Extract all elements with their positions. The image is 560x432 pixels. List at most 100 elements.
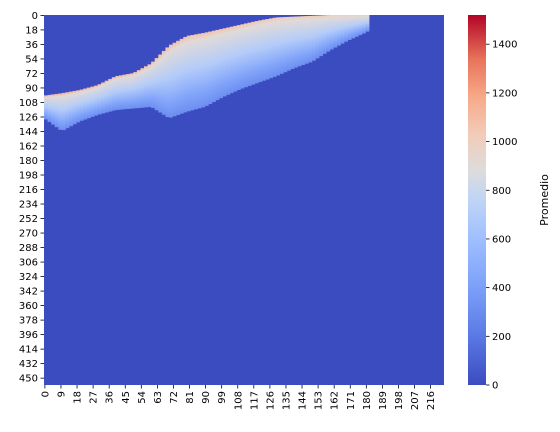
heatmap-column	[44, 95, 48, 120]
y-tick-label: 36	[25, 40, 38, 51]
y-tick-label: 342	[19, 287, 38, 298]
heatmap-column	[169, 44, 173, 118]
y-tick-label: 54	[25, 54, 38, 65]
heatmap-column	[119, 75, 123, 110]
heatmap-column	[94, 85, 98, 116]
heatmap-column	[183, 36, 188, 113]
heatmap-column	[158, 54, 163, 113]
heatmap-column	[240, 24, 245, 89]
heatmap-column	[115, 75, 120, 110]
y-tick-label: 450	[19, 374, 38, 385]
heatmap-column	[340, 15, 345, 44]
heatmap-column	[97, 84, 102, 115]
heatmap-column	[254, 21, 259, 84]
heatmap-column	[129, 73, 134, 109]
heatmap-column	[347, 15, 352, 40]
heatmap-column	[147, 64, 152, 108]
heatmap-column	[144, 66, 148, 108]
y-tick-label: 198	[19, 171, 38, 182]
heatmap-column	[229, 26, 234, 94]
x-tick-label: 180	[362, 391, 373, 410]
heatmap-column	[308, 15, 313, 63]
x-tick-label: 99	[217, 391, 228, 404]
heatmap-column	[215, 29, 220, 101]
heatmap-column	[122, 74, 127, 110]
heatmap-column	[272, 17, 277, 77]
y-tick-label: 0	[32, 11, 38, 22]
x-tick-label: 36	[105, 391, 116, 404]
x-tick-label: 207	[410, 391, 421, 410]
x-tick-label: 54	[137, 391, 148, 404]
x-tick-label: 216	[426, 391, 437, 410]
heatmap-column	[358, 15, 363, 36]
heatmap-column	[47, 94, 52, 123]
x-tick-label: 117	[249, 391, 260, 410]
heatmap-column	[319, 15, 323, 57]
x-axis: 0 9 18 27 36 45 54 63 72 81 90 99 108 117 126 135 144 153…	[40, 385, 437, 410]
x-tick-label: 18	[73, 391, 84, 404]
heatmap-column	[186, 35, 191, 112]
y-tick-label: 270	[19, 229, 38, 240]
heatmap-column	[101, 82, 106, 114]
x-tick-label: 171	[346, 391, 357, 410]
colorbar-tick-label: 0	[492, 381, 498, 392]
heatmap-column	[86, 87, 91, 119]
heatmap-column	[190, 34, 195, 111]
heatmap-column	[251, 21, 256, 85]
heatmap-column	[233, 25, 238, 92]
heatmap-column	[354, 15, 359, 37]
x-tick-label: 72	[169, 391, 180, 404]
y-tick-label: 378	[19, 316, 38, 327]
heatmap-column	[176, 40, 181, 115]
x-tick-label: 108	[233, 391, 244, 410]
colorbar-ticks: 0 200 400 600 800 1000 1200 1400	[486, 40, 517, 392]
heatmap-column	[361, 15, 366, 34]
heatmap-column	[136, 70, 141, 109]
colorbar-gradient	[468, 15, 486, 385]
heatmap-column	[151, 61, 156, 109]
colorbar-tick-label: 200	[492, 332, 511, 343]
heatmap-column	[58, 93, 63, 130]
y-tick-label: 306	[19, 258, 38, 269]
heatmap-column	[126, 74, 131, 109]
heatmap-column	[111, 77, 116, 111]
heatmap-column	[65, 92, 70, 129]
heatmap-column	[194, 34, 198, 110]
x-tick-label: 27	[89, 391, 100, 404]
heatmap-column	[51, 94, 56, 125]
heatmap-column	[179, 38, 184, 114]
heatmap-column	[351, 15, 356, 39]
x-tick-label: 0	[40, 391, 51, 397]
heatmap-column	[336, 15, 341, 46]
heatmap-column	[333, 15, 338, 48]
colorbar-tick-label: 1400	[492, 40, 517, 51]
heatmap-column	[244, 23, 248, 88]
heatmap-column	[54, 93, 59, 128]
heatmap-column	[226, 27, 231, 95]
heatmap-column	[204, 32, 209, 106]
y-tick-label: 72	[25, 69, 38, 80]
heatmap-column	[133, 72, 138, 109]
heatmap-column	[154, 58, 159, 111]
y-tick-label: 360	[19, 301, 38, 312]
y-tick-label: 216	[19, 185, 38, 196]
heatmap-column	[104, 80, 109, 113]
y-tick-label: 144	[19, 127, 38, 138]
heatmap-column	[219, 29, 223, 99]
x-tick-label: 126	[265, 391, 276, 410]
x-tick-label: 63	[153, 391, 164, 404]
heatmap-column	[269, 18, 273, 79]
y-tick-label: 396	[19, 330, 38, 341]
heatmap-column	[290, 16, 295, 70]
y-tick-label: 180	[19, 156, 38, 167]
y-tick-label: 108	[19, 98, 38, 109]
x-tick-label: 144	[298, 391, 309, 410]
x-tick-label: 90	[201, 391, 212, 404]
heatmap-column	[108, 78, 113, 112]
heatmap-column	[79, 89, 84, 121]
heatmap-column	[365, 15, 370, 32]
colorbar-tick-label: 1000	[492, 137, 517, 148]
heatmap-column	[283, 17, 288, 73]
y-tick-label: 432	[19, 359, 38, 370]
colorbar: 0 200 400 600 800 1000 1200 1400 Promedio	[468, 15, 551, 392]
